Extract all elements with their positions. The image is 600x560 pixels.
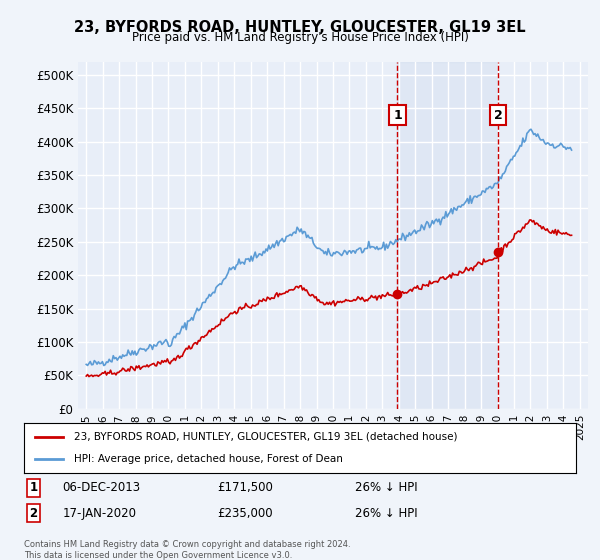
Text: 06-DEC-2013: 06-DEC-2013 <box>62 481 141 494</box>
Text: Price paid vs. HM Land Registry's House Price Index (HPI): Price paid vs. HM Land Registry's House … <box>131 31 469 44</box>
Text: 26% ↓ HPI: 26% ↓ HPI <box>355 507 418 520</box>
Text: 17-JAN-2020: 17-JAN-2020 <box>62 507 137 520</box>
Text: £171,500: £171,500 <box>217 481 273 494</box>
Text: £235,000: £235,000 <box>217 507 273 520</box>
Text: 2: 2 <box>29 507 38 520</box>
Text: 23, BYFORDS ROAD, HUNTLEY, GLOUCESTER, GL19 3EL: 23, BYFORDS ROAD, HUNTLEY, GLOUCESTER, G… <box>74 20 526 35</box>
Text: 1: 1 <box>29 481 38 494</box>
Text: 26% ↓ HPI: 26% ↓ HPI <box>355 481 418 494</box>
Text: HPI: Average price, detached house, Forest of Dean: HPI: Average price, detached house, Fore… <box>74 454 343 464</box>
Text: 23, BYFORDS ROAD, HUNTLEY, GLOUCESTER, GL19 3EL (detached house): 23, BYFORDS ROAD, HUNTLEY, GLOUCESTER, G… <box>74 432 457 442</box>
Bar <box>397 62 498 409</box>
Text: Contains HM Land Registry data © Crown copyright and database right 2024.
This d: Contains HM Land Registry data © Crown c… <box>24 540 350 560</box>
Text: 1: 1 <box>393 109 402 122</box>
Text: 2: 2 <box>494 109 503 122</box>
